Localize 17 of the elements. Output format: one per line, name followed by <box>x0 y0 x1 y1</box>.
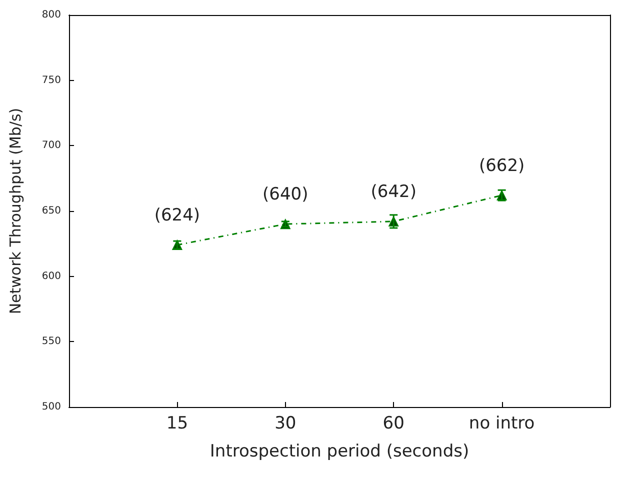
y-tick-label: 600 <box>42 270 61 282</box>
x-tick-label: 30 <box>274 414 296 434</box>
y-axis-title: Network Throughput (Mb/s) <box>6 108 24 314</box>
x-tick-label: no intro <box>468 414 535 434</box>
data-label: (640) <box>262 184 308 205</box>
data-label: (624) <box>154 205 200 226</box>
y-tick-label: 500 <box>42 402 61 412</box>
x-axis-title: Introspection period (seconds) <box>210 442 470 462</box>
data-label: (642) <box>370 182 416 202</box>
data-label: (662) <box>478 156 525 176</box>
x-tick-label: 15 <box>166 414 188 434</box>
y-tick-label: 550 <box>42 336 61 348</box>
y-tick-label: 750 <box>42 74 61 86</box>
y-tick-label: 800 <box>42 10 61 20</box>
y-tick-label: 700 <box>42 140 61 152</box>
x-tick-label: 60 <box>382 414 404 434</box>
y-tick-label: 650 <box>42 206 61 216</box>
